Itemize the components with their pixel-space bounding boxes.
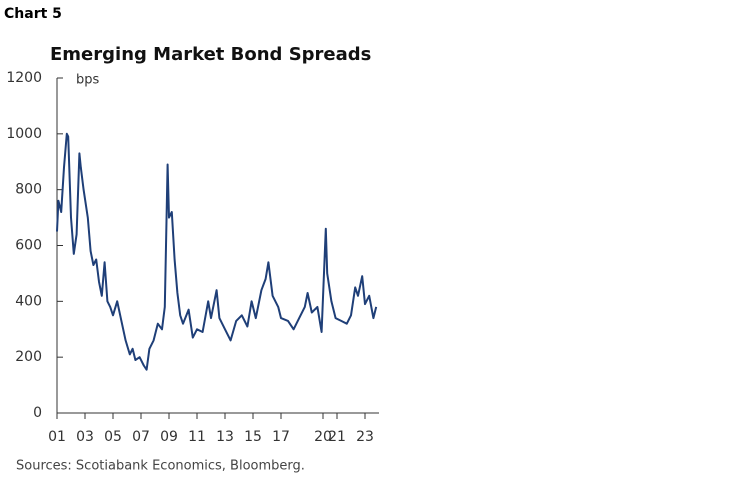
- x-tick-label: 11: [188, 429, 206, 445]
- x-tick-label: 05: [104, 429, 122, 445]
- x-tick-label: 03: [76, 429, 94, 445]
- y-tick-label: 1000: [6, 126, 42, 142]
- x-tick-label: 07: [132, 429, 150, 445]
- x-tick-label: 21: [328, 429, 346, 445]
- x-tick-label: 09: [160, 429, 178, 445]
- chart-title: Emerging Market Bond Spreads: [50, 44, 371, 65]
- line-series: [56, 132, 378, 371]
- y-tick-label: 200: [15, 349, 42, 365]
- x-tick-label: 15: [244, 429, 262, 445]
- x-tick-label: 17: [272, 429, 290, 445]
- x-tick-label: 13: [216, 429, 234, 445]
- y-tick-label: 600: [15, 238, 42, 254]
- x-tick-label: 01: [48, 429, 66, 445]
- y-tick-label: 800: [15, 182, 42, 198]
- y-tick-label: 0: [33, 405, 42, 421]
- source-note: Sources: Scotiabank Economics, Bloomberg…: [16, 459, 305, 474]
- x-tick-label: 20: [314, 429, 332, 445]
- y-tick-label: 1200: [6, 70, 42, 86]
- y-tick-label: 400: [15, 293, 42, 309]
- y-axis-label: bps: [76, 73, 100, 88]
- page-label: Chart 5: [4, 6, 62, 22]
- x-tick-label: 23: [356, 429, 374, 445]
